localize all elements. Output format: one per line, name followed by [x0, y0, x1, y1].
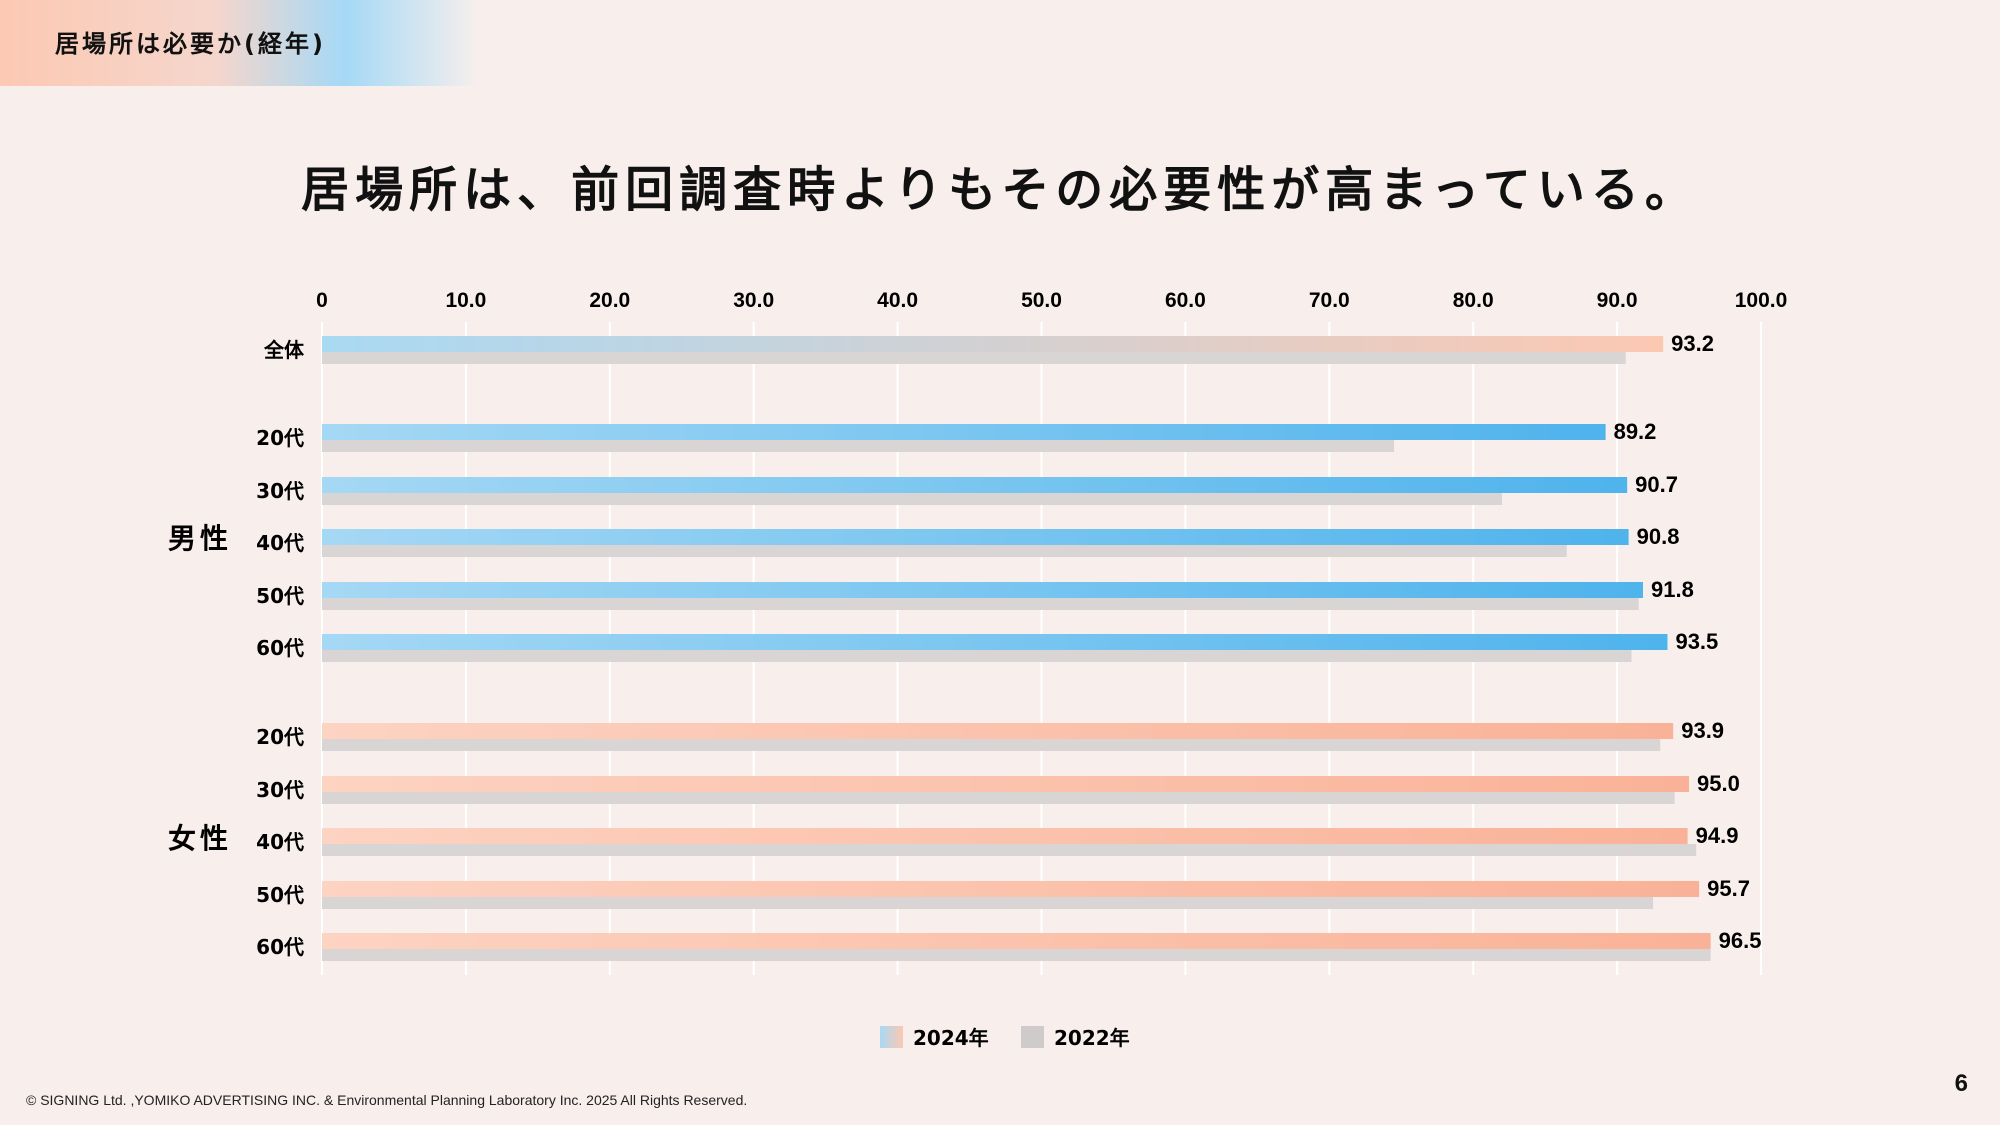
bar-2024 [322, 776, 1690, 792]
bar-2024 [322, 477, 1628, 493]
bar-2024 [322, 529, 1629, 545]
row-label: 50代 [256, 584, 304, 608]
row-label: 全体 [263, 338, 305, 362]
group-label: 女性 [168, 822, 232, 855]
x-tick-label: 40.0 [877, 289, 918, 312]
bar-2024 [322, 723, 1674, 739]
x-axis-ticks: 0 10.0 20.0 30.0 40.0 50.0 60.0 70.0 80.0 90.0 100… [316, 289, 1787, 312]
data-label: 96.5 [1719, 928, 1762, 953]
row-label: 40代 [256, 830, 304, 854]
bar-2022 [322, 352, 1626, 364]
bar-2024 [322, 881, 1700, 897]
row-label: 50代 [256, 883, 304, 907]
bar-2022 [322, 650, 1632, 662]
header-title: 居場所は必要か(経年) [55, 30, 326, 58]
row-label: 60代 [256, 636, 304, 660]
data-label: 95.0 [1697, 771, 1740, 796]
legend-label-2022: 2022年 [1054, 1026, 1130, 1050]
legend-label-2024: 2024年 [913, 1026, 989, 1050]
data-label: 93.5 [1675, 629, 1718, 654]
data-label: 91.8 [1651, 577, 1694, 602]
bar-2024 [322, 933, 1711, 949]
data-label: 93.2 [1671, 331, 1714, 356]
x-tick-label: 70.0 [1309, 289, 1350, 312]
data-label: 90.7 [1635, 472, 1678, 497]
legend-swatch-2024 [880, 1026, 903, 1048]
header-tab: 居場所は必要か(経年) [0, 0, 480, 86]
bar-2022 [322, 493, 1502, 505]
x-tick-label: 10.0 [445, 289, 486, 312]
bar-2024 [322, 582, 1644, 598]
bar-2022 [322, 598, 1639, 610]
headline: 居場所は、前回調査時よりもその必要性が高まっている。 [301, 162, 1699, 218]
bar-2022 [322, 545, 1567, 557]
row-label: 30代 [256, 479, 304, 503]
x-tick-label: 20.0 [589, 289, 630, 312]
copyright-text: © SIGNING Ltd. ,YOMIKO ADVERTISING INC. … [26, 1092, 748, 1108]
data-label: 89.2 [1614, 419, 1657, 444]
legend: 2024年 2022年 [880, 1026, 1130, 1050]
row-label: 20代 [256, 426, 304, 450]
x-tick-label: 100.0 [1735, 289, 1788, 312]
x-tick-label: 30.0 [733, 289, 774, 312]
x-tick-label: 0 [316, 289, 328, 312]
bar-2024 [322, 336, 1664, 352]
x-tick-label: 50.0 [1021, 289, 1062, 312]
bars: 93.2 89.2 90.7 90.8 91.8 93.5 93.9 95.0 94.9 95.7… [322, 331, 1761, 961]
group-label: 男性 [168, 522, 232, 555]
bar-2022 [322, 949, 1711, 961]
bar-2022 [322, 440, 1395, 452]
data-label: 93.9 [1681, 718, 1724, 743]
legend-swatch-2022 [1021, 1026, 1044, 1048]
bar-2024 [322, 828, 1688, 844]
data-label: 90.8 [1637, 524, 1680, 549]
x-tick-label: 80.0 [1453, 289, 1494, 312]
x-tick-label: 60.0 [1165, 289, 1206, 312]
bar-2022 [322, 897, 1654, 909]
row-label: 40代 [256, 531, 304, 555]
bar-2024 [322, 634, 1668, 650]
bar-2022 [322, 844, 1697, 856]
x-tick-label: 90.0 [1597, 289, 1638, 312]
data-label: 95.7 [1707, 876, 1750, 901]
bar-2022 [322, 739, 1661, 751]
bar-2022 [322, 792, 1675, 804]
row-label: 60代 [256, 935, 304, 959]
bar-2024 [322, 424, 1606, 440]
data-label: 94.9 [1696, 823, 1739, 848]
page-number: 6 [1954, 1070, 1968, 1097]
row-label: 30代 [256, 778, 304, 802]
row-label: 20代 [256, 725, 304, 749]
